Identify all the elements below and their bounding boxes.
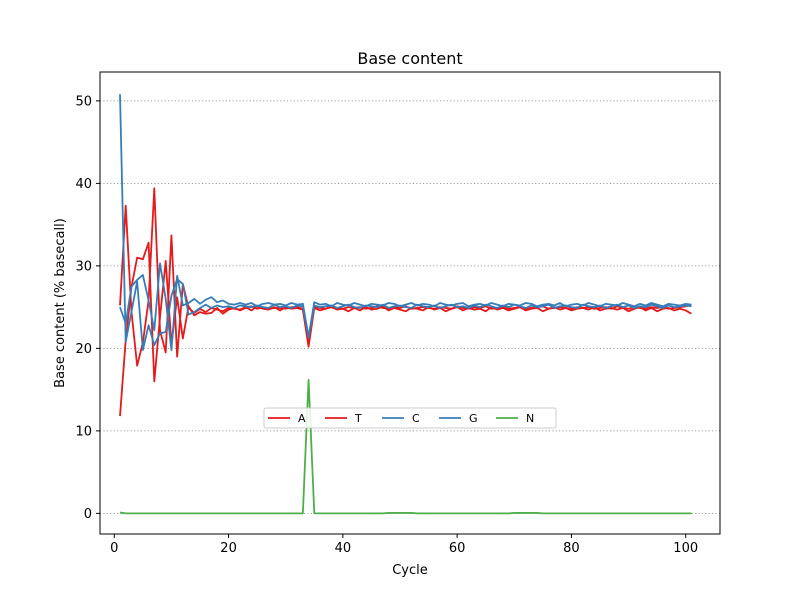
y-axis-ticks: 0 10 20 30 40 50 [75, 94, 100, 522]
legend-label-t: T [354, 412, 362, 425]
x-tick-label-0: 0 [110, 541, 118, 556]
series-line-c [119, 94, 692, 351]
series-lines [119, 94, 692, 515]
y-tick-label-0: 0 [84, 507, 92, 522]
y-tick-label-20: 20 [75, 342, 92, 357]
x-tick-label-40: 40 [335, 541, 352, 556]
y-axis-title: Base content (% basecall) [53, 218, 68, 388]
y-tick-label-50: 50 [75, 94, 92, 109]
x-tick-label-100: 100 [673, 541, 698, 556]
y-tick-label-30: 30 [75, 259, 92, 274]
x-tick-label-20: 20 [220, 541, 237, 556]
plot-frame [99, 71, 721, 535]
x-tick-label-60: 60 [449, 541, 466, 556]
series-line-n [119, 378, 692, 515]
legend-label-c: C [412, 412, 420, 425]
legend-box [263, 407, 557, 429]
series-line-g [119, 262, 692, 351]
y-tick-label-10: 10 [75, 424, 92, 439]
legend-label-g: G [469, 412, 478, 425]
legend-label-n: N [526, 412, 534, 425]
y-tick-label-40: 40 [75, 177, 92, 192]
x-axis-ticks: 0 20 40 60 80 100 [110, 534, 698, 556]
legend-label-a: A [298, 412, 306, 425]
x-tick-label-80: 80 [563, 541, 580, 556]
x-axis-title: Cycle [392, 563, 428, 578]
chart-title: Base content [357, 49, 462, 68]
